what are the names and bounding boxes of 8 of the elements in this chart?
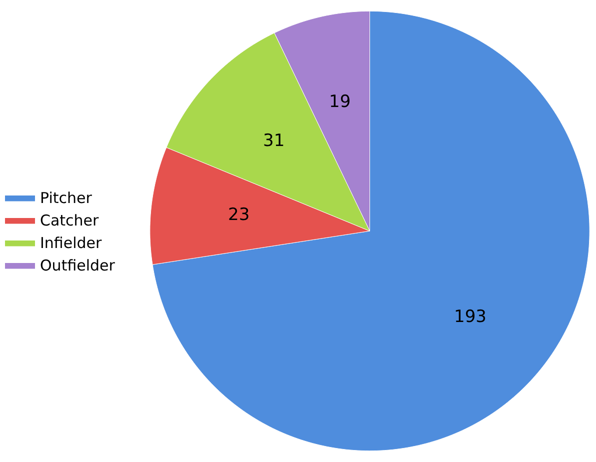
data-label: 31 xyxy=(263,131,285,151)
legend-label: Outfielder xyxy=(40,256,116,275)
legend-label: Pitcher xyxy=(40,189,93,208)
data-label: 19 xyxy=(329,92,351,112)
legend-label: Infielder xyxy=(40,234,103,252)
data-label: 23 xyxy=(228,205,250,225)
legend-label: Catcher xyxy=(40,212,100,230)
data-label: 193 xyxy=(454,307,486,327)
